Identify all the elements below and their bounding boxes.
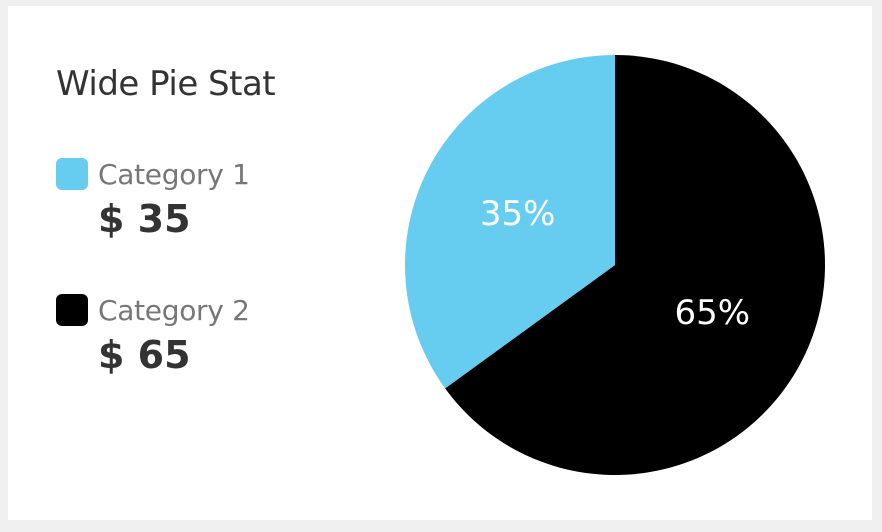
pie-slice-category-2 xyxy=(445,55,825,475)
legend-item-category-1: Category 1 $ 35 xyxy=(56,156,250,242)
pie-chart: 65% 35% xyxy=(400,50,830,480)
pie-slice-label-category-1: 35% xyxy=(480,194,556,234)
legend-row: Category 2 xyxy=(56,292,250,328)
legend-label-category-2: Category 2 xyxy=(98,293,250,327)
pie-slice-category-1 xyxy=(405,55,615,389)
legend-swatch-category-2 xyxy=(56,294,88,326)
legend-swatch-category-1 xyxy=(56,158,88,190)
pie-stat-card: Wide Pie Stat Category 1 $ 35 Category 2… xyxy=(8,6,872,520)
card-title: Wide Pie Stat xyxy=(56,64,276,104)
pie-chart-svg: 65% 35% xyxy=(405,55,825,475)
pie-slice-label-category-2: 65% xyxy=(675,293,751,333)
legend-value-category-1: $ 35 xyxy=(98,197,191,241)
legend-value-category-2: $ 65 xyxy=(98,333,191,377)
legend-item-category-2: Category 2 $ 65 xyxy=(56,292,250,378)
legend-label-category-1: Category 1 xyxy=(98,157,250,191)
legend-row: Category 1 xyxy=(56,156,250,192)
